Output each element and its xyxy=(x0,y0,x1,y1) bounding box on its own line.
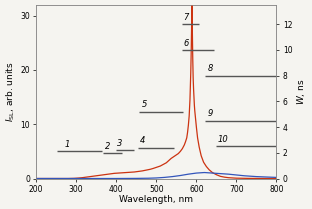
Text: 1: 1 xyxy=(65,140,70,149)
Text: 10: 10 xyxy=(217,135,228,144)
Text: 6: 6 xyxy=(183,39,189,48)
Text: 3: 3 xyxy=(117,139,123,148)
Text: 9: 9 xyxy=(207,110,213,119)
Text: 7: 7 xyxy=(183,13,189,22)
Y-axis label: $W$, ns: $W$, ns xyxy=(295,78,307,105)
Text: 8: 8 xyxy=(207,64,213,73)
Text: 2: 2 xyxy=(105,142,110,151)
Text: 4: 4 xyxy=(140,136,146,145)
Text: 5: 5 xyxy=(141,101,147,110)
X-axis label: Wavelength, nm: Wavelength, nm xyxy=(119,195,193,204)
Y-axis label: $I_{\mathrm{SL}}$, arb. units: $I_{\mathrm{SL}}$, arb. units xyxy=(5,61,17,122)
